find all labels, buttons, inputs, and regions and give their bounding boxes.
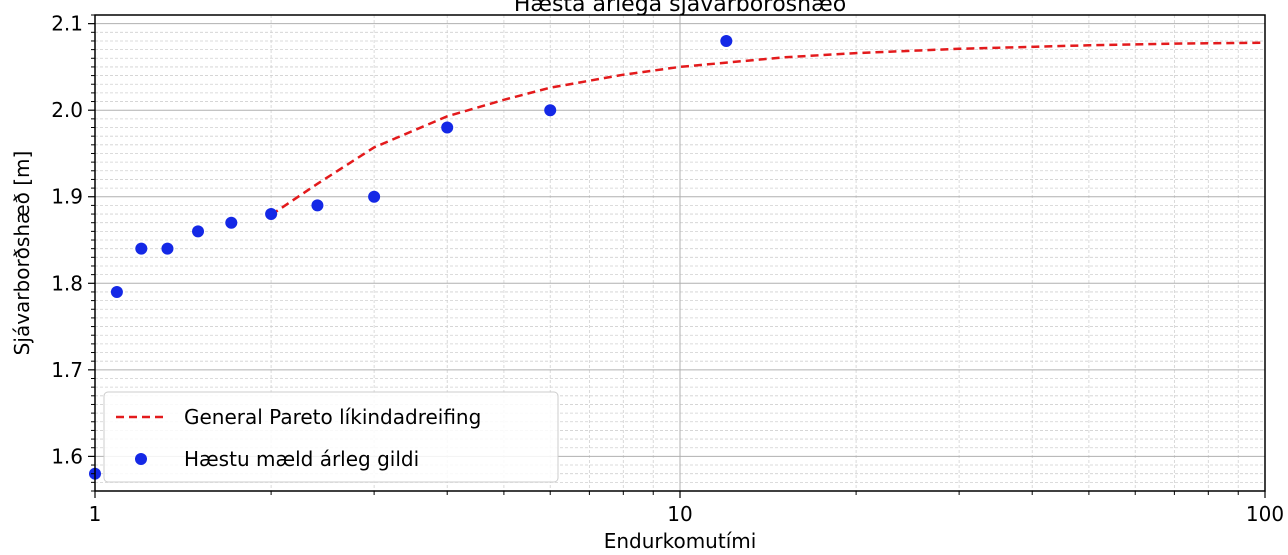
x-tick-label: 1 — [89, 502, 102, 526]
legend: General Pareto líkindadreifing Hæstu mæl… — [103, 391, 559, 483]
data-point — [544, 104, 557, 117]
data-point — [110, 285, 123, 298]
legend-point-swatch — [135, 453, 147, 465]
data-point — [161, 242, 174, 255]
y-axis-title: Sjávarborðshæð [m] — [10, 151, 34, 356]
axis-tick-labels: 1 10 100 1.6 1.7 1.8 1.9 2.0 2.1 — [51, 12, 1284, 526]
series-line-pareto — [270, 41, 1266, 216]
axis-ticks — [88, 14, 1266, 498]
data-point — [265, 208, 278, 221]
line-layer — [270, 41, 1266, 216]
y-tick-label: 1.7 — [51, 358, 83, 382]
x-tick-label: 10 — [667, 502, 692, 526]
x-tick-label: 100 — [1246, 502, 1284, 526]
data-point — [368, 190, 381, 203]
data-point — [441, 121, 454, 134]
y-tick-label: 1.6 — [51, 444, 83, 468]
y-tick-label: 2.1 — [51, 12, 83, 36]
data-point — [135, 242, 148, 255]
data-point — [192, 225, 205, 238]
y-tick-label: 2.0 — [51, 98, 83, 122]
legend-box — [103, 391, 559, 483]
data-point — [720, 34, 733, 47]
x-axis-title: Endurkomutími — [604, 529, 757, 553]
y-tick-label: 1.9 — [51, 185, 83, 209]
legend-label-line: General Pareto líkindadreifing — [184, 405, 481, 429]
chart-title: Hæsta árlega sjávarborðshæð — [514, 0, 846, 17]
point-layer — [89, 34, 733, 480]
data-point — [311, 199, 324, 212]
data-point — [225, 216, 238, 229]
y-tick-label: 1.8 — [51, 271, 83, 295]
legend-label-points: Hæstu mæld árleg gildi — [184, 447, 419, 471]
